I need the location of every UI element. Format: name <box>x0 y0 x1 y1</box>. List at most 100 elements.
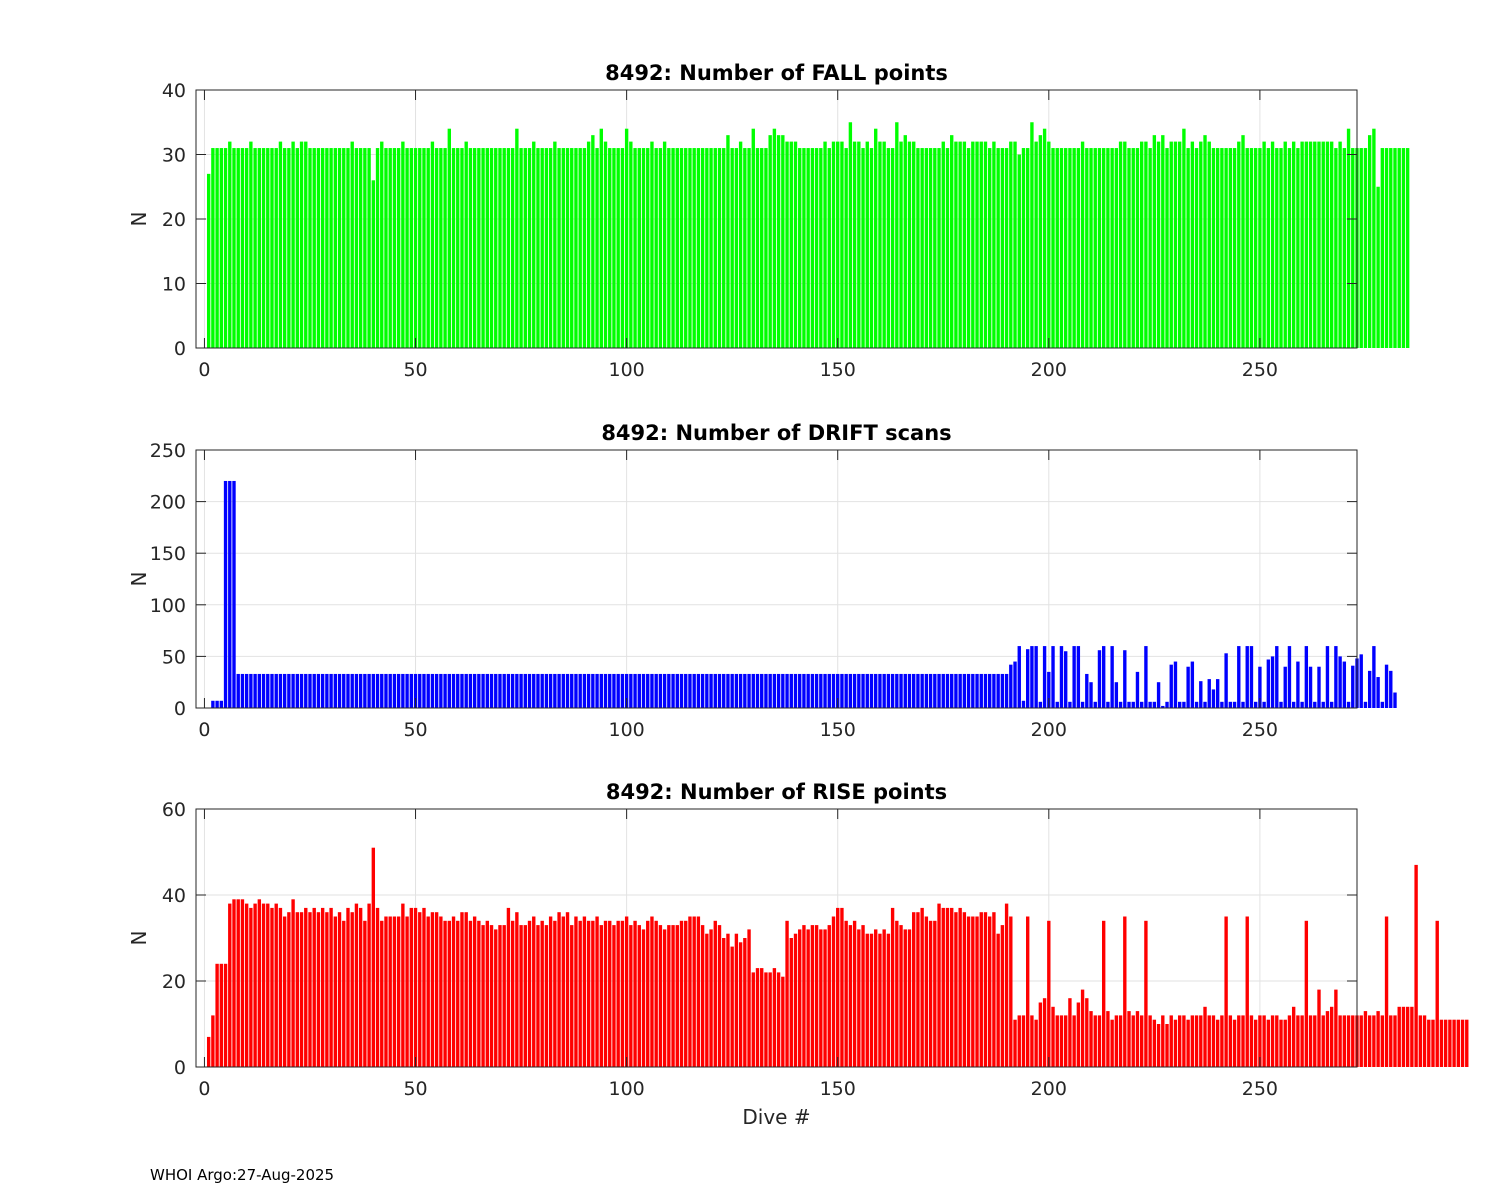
bar <box>1304 920 1309 1067</box>
bar <box>1342 1015 1347 1067</box>
bar <box>570 925 574 1067</box>
bar <box>1123 916 1127 1067</box>
bar <box>992 912 996 1067</box>
bar <box>688 673 692 708</box>
bar <box>510 673 515 708</box>
y-tick-label: 0 <box>174 698 186 720</box>
bar <box>840 907 844 1067</box>
bar <box>1211 689 1216 708</box>
bar <box>1291 701 1296 708</box>
bar <box>1038 701 1043 708</box>
bar <box>325 673 329 708</box>
bar <box>785 141 789 348</box>
bar <box>1080 989 1085 1067</box>
bar <box>1334 989 1338 1067</box>
bar <box>878 141 882 348</box>
bar <box>975 141 979 348</box>
bar <box>662 141 667 348</box>
bar <box>1042 128 1047 348</box>
bar <box>882 929 886 1067</box>
bar <box>388 673 392 708</box>
bar <box>257 899 262 1067</box>
bar <box>510 148 515 348</box>
bar <box>895 673 899 708</box>
x-tick-label: 50 <box>403 359 427 381</box>
bar <box>654 148 658 348</box>
bar <box>1262 701 1266 708</box>
x-tick-label: 100 <box>608 1078 644 1100</box>
bar <box>747 148 751 348</box>
bar <box>1418 1015 1423 1067</box>
bar <box>1055 1015 1059 1067</box>
bar <box>1249 646 1254 708</box>
bar <box>1144 920 1148 1067</box>
bar <box>1266 659 1271 708</box>
bar <box>709 929 713 1067</box>
bar <box>743 673 747 708</box>
bar <box>679 148 684 348</box>
bar <box>380 141 384 348</box>
bar <box>658 925 663 1067</box>
y-tick-label: 60 <box>162 799 186 821</box>
bar <box>384 148 388 348</box>
bar <box>1009 141 1013 348</box>
bar <box>1106 701 1110 708</box>
bar <box>287 673 291 708</box>
bar <box>489 673 494 708</box>
bar <box>253 148 257 348</box>
bar <box>667 925 671 1067</box>
bar <box>371 673 376 708</box>
bar <box>578 920 582 1067</box>
bar <box>717 925 722 1067</box>
bar <box>346 673 350 708</box>
bar <box>278 673 283 708</box>
bar <box>1262 141 1266 348</box>
bar <box>460 148 464 348</box>
bar <box>1127 701 1131 708</box>
bar <box>1317 666 1321 708</box>
bar <box>1059 148 1064 348</box>
bar <box>827 925 831 1067</box>
bar <box>675 673 679 708</box>
bar <box>903 929 907 1067</box>
bar <box>561 916 565 1067</box>
bar <box>836 907 840 1067</box>
bar <box>1334 148 1338 348</box>
bar <box>785 920 789 1067</box>
bar <box>1313 1015 1317 1067</box>
bar <box>401 903 405 1067</box>
bar <box>1203 1006 1207 1067</box>
bar <box>1000 925 1005 1067</box>
bar <box>1156 1024 1161 1067</box>
bar <box>1351 665 1355 708</box>
bar <box>1203 135 1207 348</box>
bar <box>662 673 667 708</box>
bar <box>692 916 696 1067</box>
bar <box>1118 141 1123 348</box>
bar <box>945 673 950 708</box>
bar <box>844 920 848 1067</box>
bar <box>557 148 561 348</box>
bar <box>679 920 684 1067</box>
bar <box>650 141 654 348</box>
bar <box>282 673 287 708</box>
bar <box>734 148 739 348</box>
bar <box>1329 1006 1334 1067</box>
bar <box>295 912 300 1067</box>
bar <box>405 916 409 1067</box>
bar <box>396 916 401 1067</box>
bar <box>1076 1002 1081 1067</box>
bar <box>789 673 793 708</box>
bar <box>1376 186 1380 348</box>
bar <box>574 673 578 708</box>
bar <box>1059 1015 1064 1067</box>
bar <box>1173 1019 1178 1067</box>
bar <box>456 920 460 1067</box>
bar <box>1013 1019 1017 1067</box>
bar <box>916 673 920 708</box>
bar <box>1182 1015 1186 1067</box>
bar <box>983 141 988 348</box>
bar <box>1372 646 1376 708</box>
bar <box>439 673 443 708</box>
